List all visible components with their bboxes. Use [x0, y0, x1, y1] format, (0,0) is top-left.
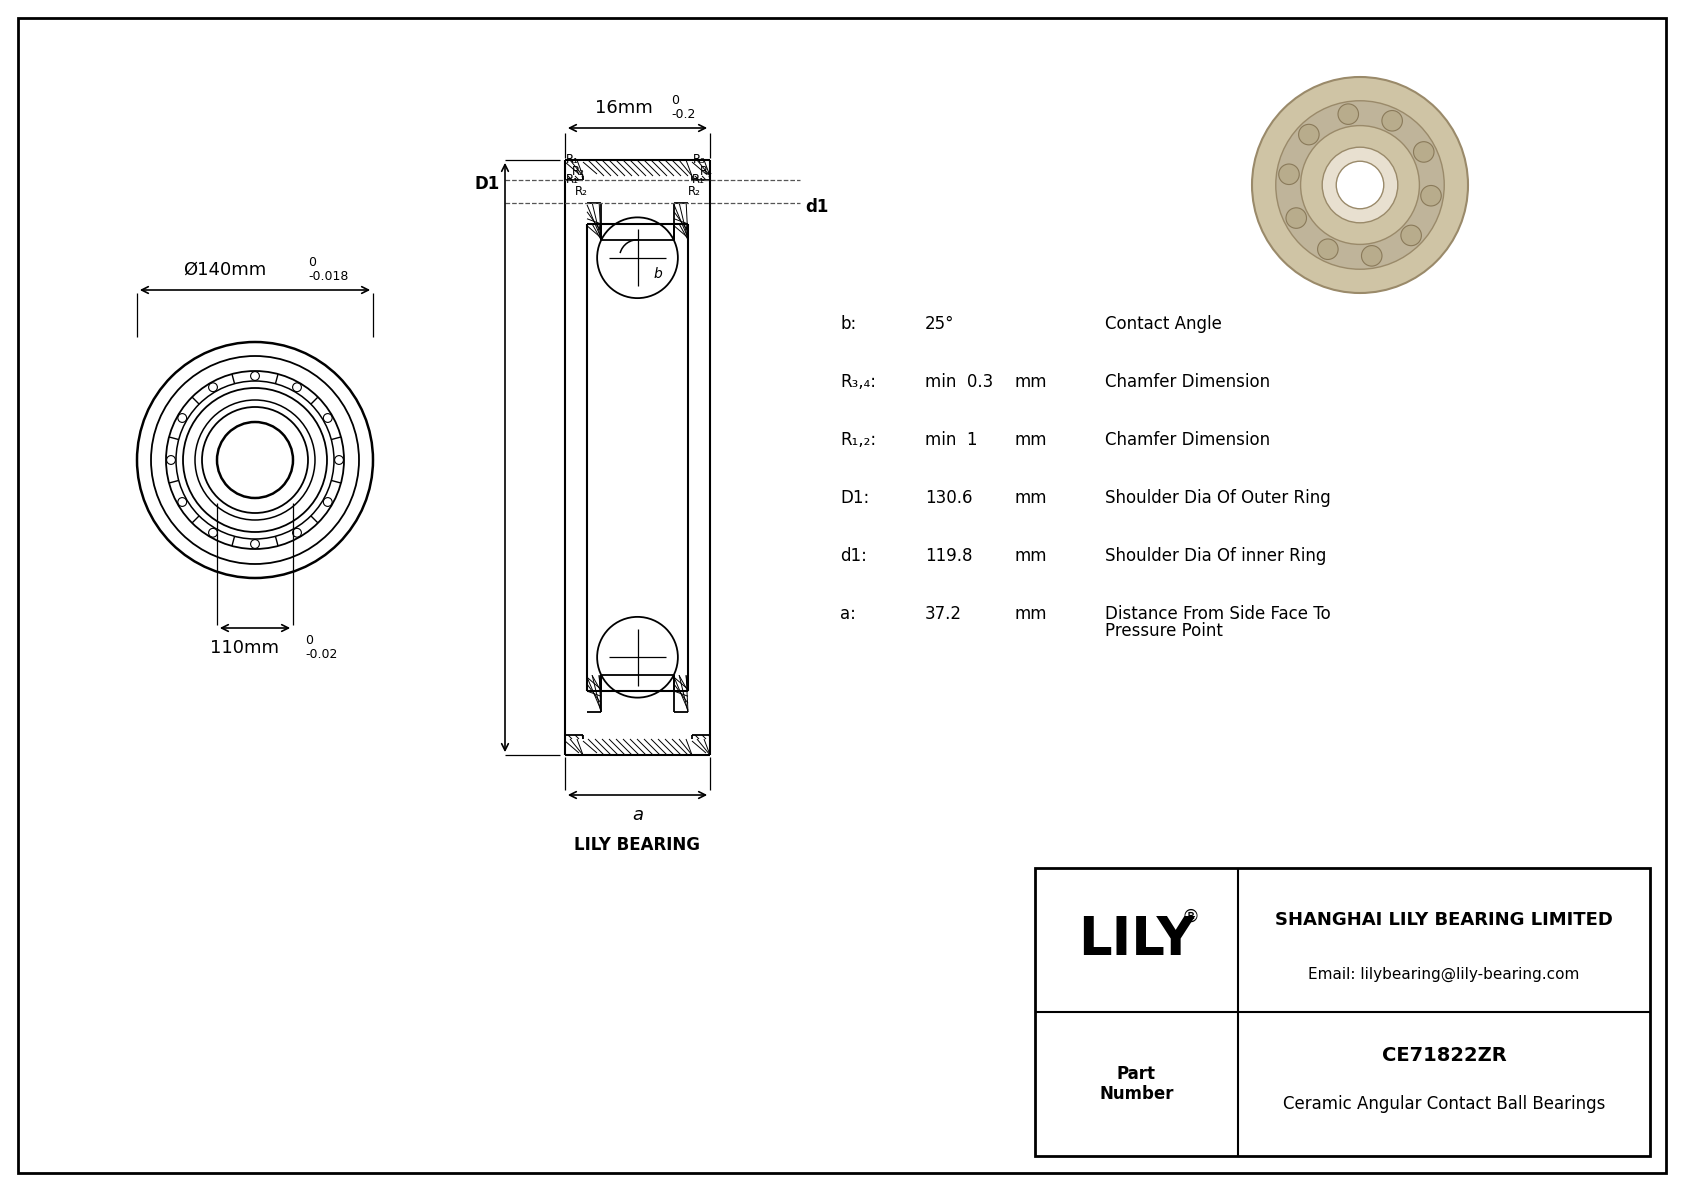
Text: Distance From Side Face To: Distance From Side Face To [1105, 605, 1330, 623]
Circle shape [1287, 207, 1307, 229]
Text: R₁: R₁ [566, 173, 579, 186]
Text: 119.8: 119.8 [925, 547, 972, 565]
Text: R₁,₂:: R₁,₂: [840, 431, 876, 449]
Text: 130.6: 130.6 [925, 490, 972, 507]
Text: 16mm: 16mm [594, 99, 652, 117]
Text: mm: mm [1015, 547, 1047, 565]
Text: R₄: R₄ [701, 166, 712, 177]
Text: Ø140mm: Ø140mm [184, 261, 266, 279]
Text: a: a [632, 806, 643, 824]
Text: R₃: R₃ [694, 152, 706, 166]
Text: Part
Number: Part Number [1100, 1065, 1174, 1103]
Text: 0: 0 [672, 94, 680, 107]
Text: Chamfer Dimension: Chamfer Dimension [1105, 431, 1270, 449]
Circle shape [1251, 77, 1468, 293]
Circle shape [1335, 161, 1384, 208]
Text: D1: D1 [475, 175, 500, 193]
Text: mm: mm [1015, 490, 1047, 507]
Text: R₃,₄:: R₃,₄: [840, 373, 876, 391]
Text: -0.2: -0.2 [672, 107, 695, 120]
Text: mm: mm [1015, 431, 1047, 449]
Text: a:: a: [840, 605, 855, 623]
Circle shape [1278, 164, 1300, 185]
Text: min  1: min 1 [925, 431, 977, 449]
Text: min  0.3: min 0.3 [925, 373, 994, 391]
Circle shape [1276, 101, 1445, 269]
Circle shape [1361, 245, 1383, 266]
Bar [1036, 868, 1650, 1156]
Text: D1:: D1: [840, 490, 869, 507]
Text: CE71822ZR: CE71822ZR [1381, 1046, 1507, 1065]
Text: R₂: R₂ [574, 185, 588, 198]
Text: R₂: R₂ [573, 166, 584, 177]
Circle shape [1339, 104, 1359, 124]
Text: b:: b: [840, 314, 855, 333]
Text: R₂: R₂ [689, 185, 701, 198]
Circle shape [1317, 239, 1339, 260]
Text: SHANGHAI LILY BEARING LIMITED: SHANGHAI LILY BEARING LIMITED [1275, 911, 1613, 929]
Text: R₁: R₁ [566, 152, 579, 166]
Text: LILY BEARING: LILY BEARING [574, 836, 701, 854]
Text: Ceramic Angular Contact Ball Bearings: Ceramic Angular Contact Ball Bearings [1283, 1096, 1605, 1114]
Text: 25°: 25° [925, 314, 955, 333]
Text: Pressure Point: Pressure Point [1105, 622, 1223, 640]
Text: d1:: d1: [840, 547, 867, 565]
Circle shape [1322, 148, 1398, 223]
Text: Contact Angle: Contact Angle [1105, 314, 1223, 333]
Text: mm: mm [1015, 605, 1047, 623]
Text: Shoulder Dia Of Outer Ring: Shoulder Dia Of Outer Ring [1105, 490, 1330, 507]
Circle shape [1401, 225, 1421, 245]
Circle shape [1298, 124, 1319, 145]
Text: LILY: LILY [1078, 913, 1196, 966]
Text: b: b [653, 267, 662, 281]
Text: d1: d1 [805, 198, 829, 216]
Circle shape [1300, 125, 1420, 244]
Text: 37.2: 37.2 [925, 605, 962, 623]
Text: Chamfer Dimension: Chamfer Dimension [1105, 373, 1270, 391]
Text: ®: ® [1182, 908, 1199, 925]
Text: mm: mm [1015, 373, 1047, 391]
Text: 110mm: 110mm [210, 640, 280, 657]
Text: -0.02: -0.02 [305, 648, 337, 661]
Text: R₁: R₁ [692, 173, 706, 186]
Text: 0: 0 [305, 635, 313, 648]
Circle shape [1421, 186, 1442, 206]
Text: 0: 0 [308, 256, 317, 268]
Circle shape [1413, 142, 1435, 162]
Text: -0.018: -0.018 [308, 269, 349, 282]
Circle shape [1383, 111, 1403, 131]
Text: Email: lilybearing@lily-bearing.com: Email: lilybearing@lily-bearing.com [1308, 967, 1580, 983]
Text: Shoulder Dia Of inner Ring: Shoulder Dia Of inner Ring [1105, 547, 1327, 565]
